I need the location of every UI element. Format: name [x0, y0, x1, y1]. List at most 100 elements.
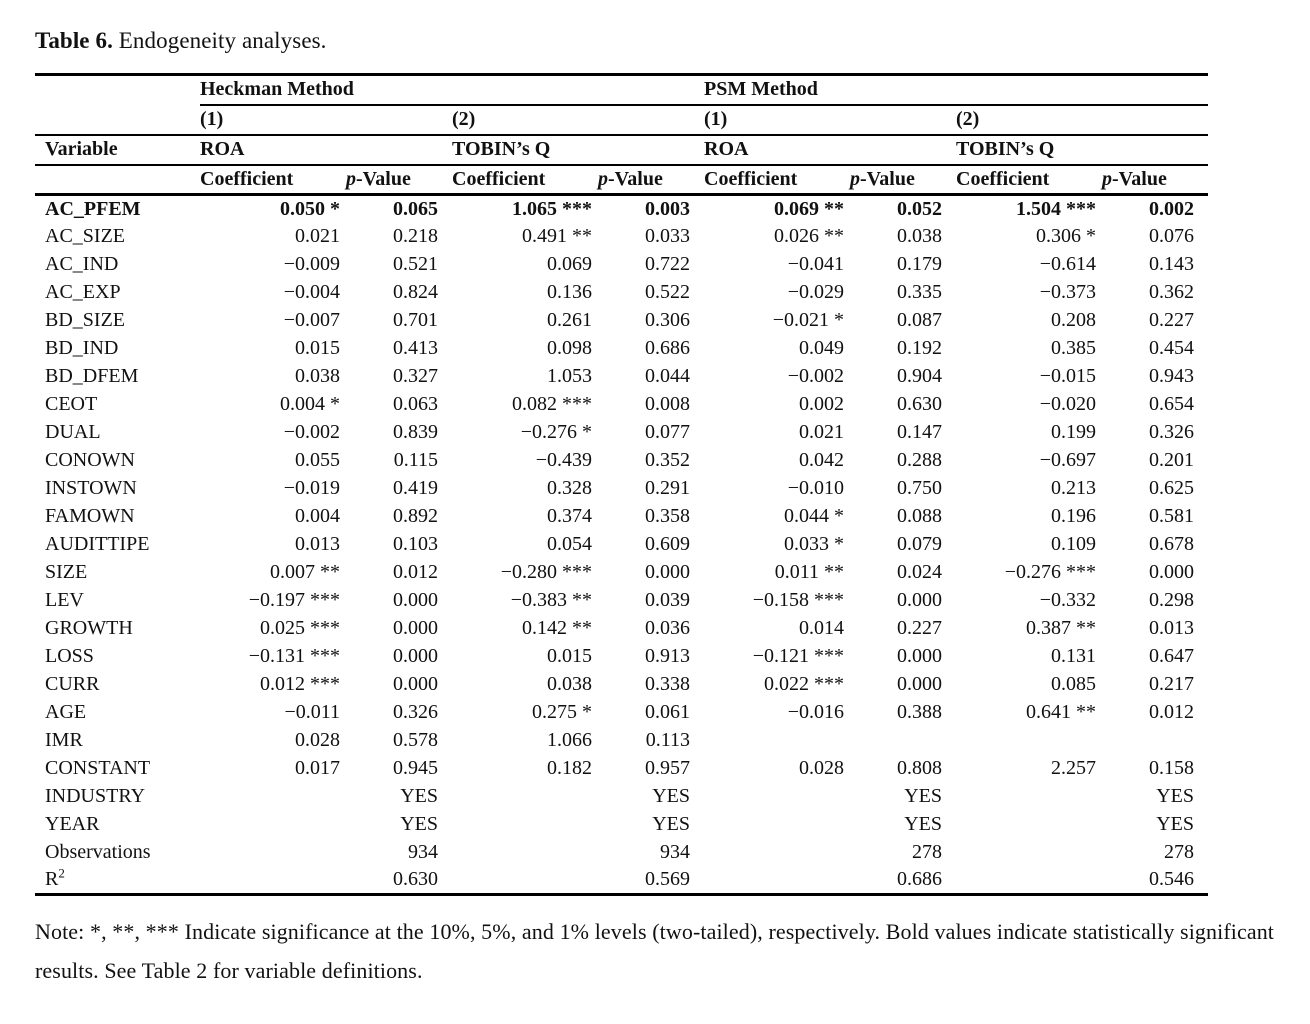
- coefficient-cell: 0.002: [799, 393, 844, 415]
- p-value-cell: 0.647: [1149, 645, 1194, 667]
- p-italic: p: [598, 167, 608, 190]
- p-value-cell: 0.291: [645, 477, 690, 499]
- model-psm-1: (1): [704, 104, 956, 136]
- p-value-cell: 0.625: [1149, 477, 1194, 499]
- p-value-cell: 0.201: [1149, 449, 1194, 471]
- row-variable-label: BD_IND: [45, 337, 119, 359]
- p-value-cell: 0.000: [897, 589, 942, 611]
- coefficient-cell: 0.199: [1051, 421, 1096, 443]
- p-value-cell: 0.179: [897, 253, 942, 275]
- coefficient-cell: −0.276 *: [520, 421, 592, 443]
- coefficient-cell: 0.004 *: [280, 393, 340, 415]
- p-value-cell: 0.052: [897, 197, 942, 220]
- coefficient-cell: 0.491 **: [522, 225, 592, 247]
- method-group-psm: PSM Method: [704, 74, 1208, 106]
- coefficient-header: Coefficient: [452, 164, 598, 196]
- coefficient-cell: 0.028: [799, 757, 844, 779]
- coefficient-cell: 0.026 **: [774, 225, 844, 247]
- p-value-cell: 0.546: [1149, 868, 1194, 891]
- p-value-cell: 278: [1164, 841, 1194, 863]
- table-row: LEV −0.197 *** 0.000 −0.383 ** 0.039 −0.158 *…: [35, 587, 1208, 615]
- coefficient-cell: [956, 867, 1102, 895]
- coefficient-cell: 0.374: [547, 505, 592, 527]
- p-value-cell: 0.581: [1149, 505, 1194, 527]
- row-variable: AC_SIZE: [35, 223, 200, 251]
- table-note: Note: *, **, *** Indicate significance a…: [35, 919, 1275, 983]
- table-row: LOSS −0.131 *** 0.000 0.015 0.913 −0.121 *** 0…: [35, 643, 1208, 671]
- coefficient-cell: −0.015: [1039, 365, 1096, 387]
- coefficient-cell: 0.196: [1051, 505, 1096, 527]
- coefficient-cell: 0.013: [295, 533, 340, 555]
- coefficient-cell: [452, 783, 598, 811]
- row-variable-label: Observations: [45, 841, 151, 863]
- coefficient-cell: [704, 783, 850, 811]
- row-variable-label: CONSTANT: [45, 757, 151, 779]
- row-variable: BD_SIZE: [35, 307, 200, 335]
- row-variable-sup: 2: [58, 865, 65, 881]
- row-variable: YEAR: [35, 811, 200, 839]
- p-italic: p: [1102, 167, 1112, 190]
- p-value-cell: 0.088: [897, 505, 942, 527]
- endogeneity-table: Heckman Method PSM Method (1) (2) (1) (2…: [35, 73, 1208, 896]
- coefficient-cell: [704, 839, 850, 867]
- p-value-cell: 0.808: [897, 757, 942, 779]
- coefficient-cell: 0.021: [799, 421, 844, 443]
- coefficient-cell: 0.055: [295, 449, 340, 471]
- coefficient-cell: 0.004: [295, 505, 340, 527]
- coefficient-cell: −0.197 ***: [248, 589, 340, 611]
- p-value-cell: 0.522: [645, 281, 690, 303]
- p-value-cell: 0.413: [393, 337, 438, 359]
- table-row: R2 0.630 0.569 0.686 0.546: [35, 867, 1208, 895]
- row-variable: INSTOWN: [35, 475, 200, 503]
- row-variable: R2: [35, 867, 200, 895]
- coefficient-cell: 0.385: [1051, 337, 1096, 359]
- table-row: SIZE 0.007 ** 0.012 −0.280 *** 0.000 0.011 **…: [35, 559, 1208, 587]
- p-value-cell: 0.192: [897, 337, 942, 359]
- row-variable-label: INDUSTRY: [45, 785, 146, 807]
- coefficient-cell: [704, 811, 850, 839]
- p-value-cell: 0.358: [645, 505, 690, 527]
- row-variable-label: YEAR: [45, 813, 100, 835]
- p-value-header: p-Value: [598, 164, 704, 196]
- table-row: INSTOWN −0.019 0.419 0.328 0.291 −0.010 0.750 0…: [35, 475, 1208, 503]
- p-value-suffix: -Value: [356, 167, 411, 190]
- coefficient-cell: 0.042: [799, 449, 844, 471]
- p-value-cell: 0.288: [897, 449, 942, 471]
- coefficient-cell: −0.332: [1039, 589, 1096, 611]
- row-variable: LOSS: [35, 643, 200, 671]
- p-value-cell: [1102, 727, 1208, 755]
- p-value-cell: YES: [1156, 785, 1194, 807]
- coefficient-cell: 2.257: [1051, 757, 1096, 779]
- row-variable-label: LEV: [45, 589, 84, 611]
- p-value-suffix: -Value: [1112, 167, 1167, 190]
- coefficient-cell: 0.082 ***: [512, 393, 592, 415]
- p-value-cell: YES: [652, 813, 690, 835]
- row-variable: LEV: [35, 587, 200, 615]
- p-value-cell: 0.077: [645, 421, 690, 443]
- method-header-spacer: [35, 75, 200, 105]
- coefficient-cell: −0.011: [284, 701, 340, 723]
- coefficient-cell: [200, 783, 346, 811]
- coefficient-cell: −0.009: [283, 253, 340, 275]
- coefficient-cell: −0.373: [1039, 281, 1096, 303]
- row-variable: SIZE: [35, 559, 200, 587]
- p-value-cell: 0.839: [393, 421, 438, 443]
- coefficient-cell: 0.142 **: [522, 617, 592, 639]
- coefficient-cell: 0.213: [1051, 477, 1096, 499]
- p-value-cell: 0.227: [897, 617, 942, 639]
- p-value-cell: 0.686: [645, 337, 690, 359]
- coefficient-cell: [956, 727, 1102, 755]
- method-header-row: Heckman Method PSM Method: [35, 74, 1208, 106]
- table-row: CEOT 0.004 * 0.063 0.082 *** 0.008 0.002 0.630…: [35, 391, 1208, 419]
- depvar-header-row: Variable ROA TOBIN’s Q ROA TOBIN’s Q: [35, 134, 1208, 166]
- p-value-cell: YES: [904, 813, 942, 835]
- coefficient-cell: −0.276 ***: [1004, 561, 1096, 583]
- coefficient-cell: −0.131 ***: [248, 645, 340, 667]
- p-value-cell: YES: [400, 813, 438, 835]
- coefficient-cell: 0.328: [547, 477, 592, 499]
- p-italic: p: [346, 167, 356, 190]
- p-value-cell: 0.002: [1149, 197, 1194, 220]
- p-value-cell: 0.000: [897, 673, 942, 695]
- row-variable: CURR: [35, 671, 200, 699]
- coefficient-cell: 0.131: [1051, 645, 1096, 667]
